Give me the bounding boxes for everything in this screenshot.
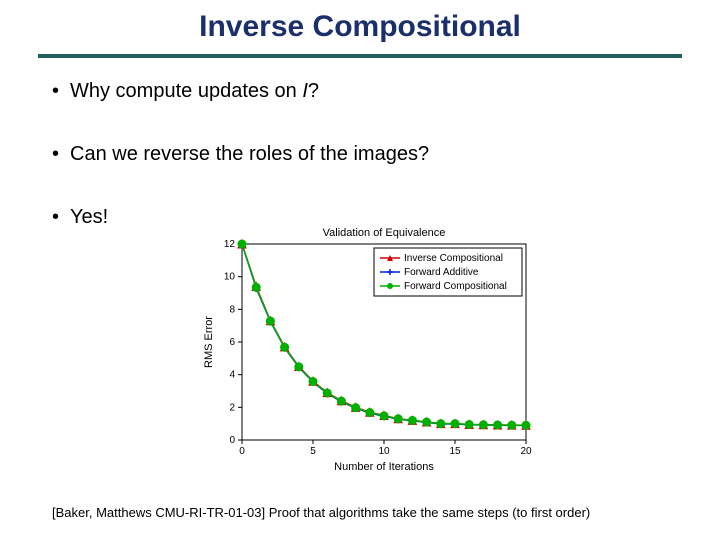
svg-text:15: 15 <box>449 446 461 457</box>
svg-text:0: 0 <box>229 435 235 446</box>
svg-text:8: 8 <box>229 304 235 315</box>
bullet-2: •Can we reverse the roles of the images? <box>52 143 672 166</box>
slide-title: Inverse Compositional <box>0 10 720 44</box>
bullet-1-text-b: ? <box>308 80 319 102</box>
svg-text:Number of Iterations: Number of Iterations <box>334 461 434 473</box>
bullet-1: •Why compute updates on I? <box>52 80 672 103</box>
bullet-1-text-a: Why compute updates on <box>70 80 302 102</box>
footnote: [Baker, Matthews CMU-RI-TR-01-03] Proof … <box>52 505 672 520</box>
svg-text:Inverse Compositional: Inverse Compositional <box>404 253 503 264</box>
svg-text:5: 5 <box>310 446 316 457</box>
svg-text:20: 20 <box>520 446 532 457</box>
title-rule <box>38 54 682 58</box>
svg-text:RMS Error: RMS Error <box>203 316 215 368</box>
svg-text:0: 0 <box>239 446 245 457</box>
bullet-3-text: Yes! <box>70 206 108 228</box>
bullet-2-text: Can we reverse the roles of the images? <box>70 143 429 165</box>
svg-text:6: 6 <box>229 337 235 348</box>
validation-chart: 0 5 10 15 20 0 2 4 6 8 10 12 Number of Iterations RMS… <box>198 224 536 474</box>
svg-text:Forward Compositional: Forward Compositional <box>404 281 507 292</box>
svg-text:2: 2 <box>229 402 235 413</box>
svg-text:Forward Additive: Forward Additive <box>404 267 479 278</box>
svg-text:10: 10 <box>378 446 390 457</box>
svg-text:12: 12 <box>224 239 236 250</box>
svg-text:Validation of Equivalence: Validation of Equivalence <box>323 227 446 239</box>
svg-text:10: 10 <box>224 272 236 283</box>
svg-text:4: 4 <box>229 370 235 381</box>
